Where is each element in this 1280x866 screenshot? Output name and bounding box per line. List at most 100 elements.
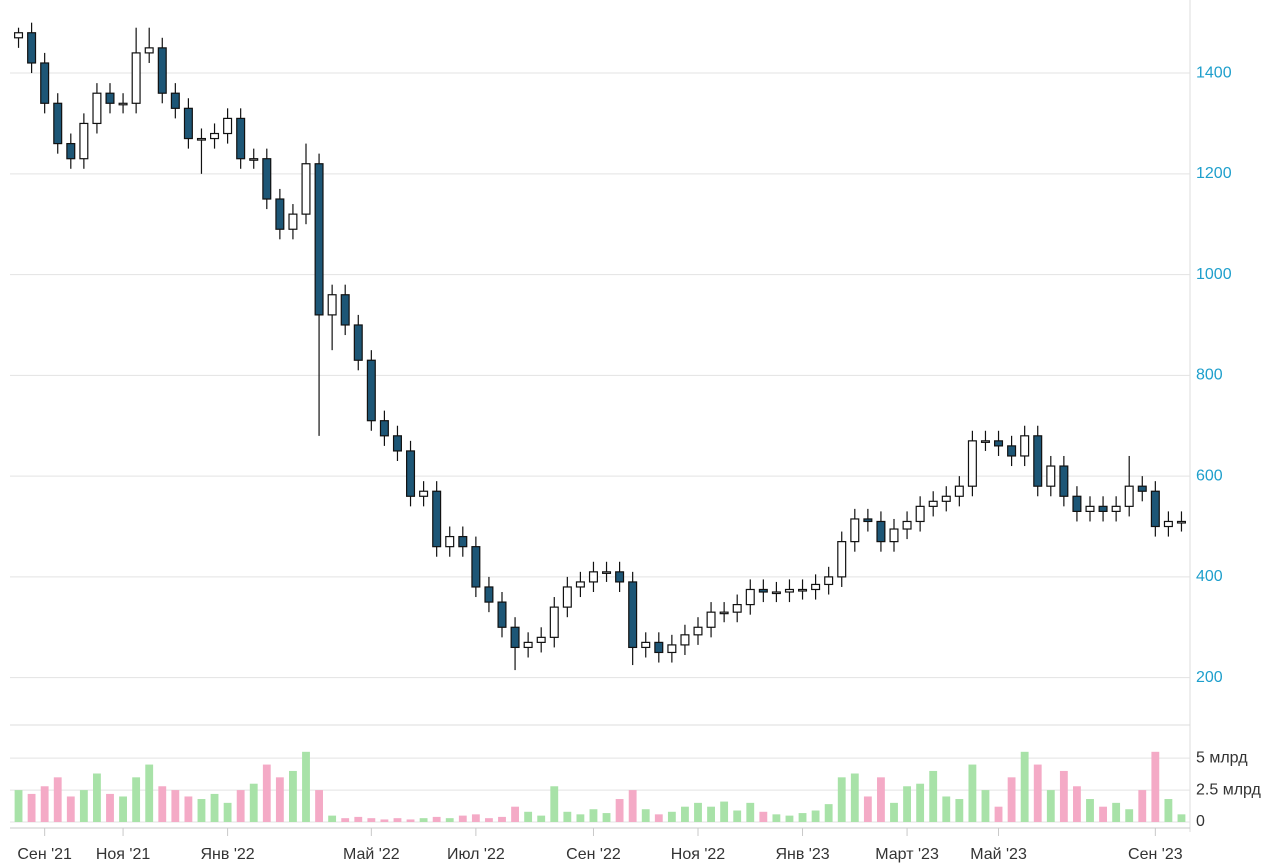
- candle-body: [14, 32, 24, 39]
- volume-bar: [589, 809, 598, 822]
- candle-body: [876, 520, 886, 543]
- candle-body: [105, 92, 115, 104]
- volume-bar: [1073, 786, 1081, 822]
- candle-body: [758, 588, 768, 593]
- volume-bar: [1007, 777, 1016, 822]
- volume-bar: [824, 804, 833, 822]
- volume-bar: [445, 818, 454, 822]
- volume-bar: [236, 790, 245, 822]
- x-tick-label: Ноя '21: [96, 846, 151, 863]
- candle-body: [719, 611, 729, 615]
- candle-body: [288, 213, 298, 230]
- volume-bar: [681, 806, 689, 822]
- candle-body: [824, 576, 834, 586]
- x-tick-label: Янв '22: [201, 846, 255, 863]
- candle-body: [523, 641, 533, 649]
- candle-body: [549, 606, 559, 638]
- candle-body: [562, 586, 572, 608]
- candle-body: [1072, 495, 1082, 512]
- volume-bar: [1046, 790, 1055, 822]
- volume-bar: [537, 815, 546, 822]
- candle-body: [1150, 490, 1160, 528]
- candle-body: [641, 641, 651, 649]
- volume-bar: [641, 809, 650, 822]
- candle-body: [262, 158, 272, 200]
- volume-bar: [406, 819, 415, 822]
- candle-body: [157, 47, 167, 94]
- volume-bar: [785, 815, 794, 822]
- volume-bar: [1112, 802, 1121, 822]
- volume-bar: [916, 783, 925, 822]
- volume-bar: [66, 796, 75, 822]
- volume-bar: [302, 751, 310, 822]
- volume-bar: [903, 786, 911, 822]
- volume-bar: [733, 810, 742, 822]
- candle-body: [249, 158, 259, 161]
- volume-bar: [158, 786, 167, 822]
- volume-bar: [877, 777, 885, 822]
- volume-bar: [262, 764, 271, 822]
- candle-body: [419, 490, 429, 497]
- volume-bar: [707, 806, 715, 822]
- y-tick-label: 600: [1196, 467, 1223, 484]
- volume-bar: [106, 793, 114, 822]
- volume-tick-label: 0: [1196, 813, 1205, 830]
- candle-body: [210, 132, 220, 140]
- volume-bar: [746, 802, 755, 822]
- candle-body: [392, 435, 402, 452]
- y-tick-label: 1000: [1196, 266, 1232, 283]
- candle-body: [967, 440, 977, 487]
- candle-body: [118, 102, 128, 106]
- volume-bar: [759, 811, 768, 822]
- candle-body: [654, 641, 664, 654]
- x-tick-label: Ноя '22: [671, 846, 726, 863]
- volume-bar: [275, 777, 284, 822]
- volume-bar: [419, 818, 428, 822]
- volume-bar: [524, 811, 533, 822]
- candle-body: [432, 490, 442, 548]
- volume-bar: [93, 773, 101, 822]
- volume-bar: [1059, 770, 1068, 822]
- candle-body: [79, 122, 89, 160]
- x-tick-label: Июл '22: [447, 846, 505, 863]
- candle-body: [92, 92, 102, 125]
- volume-bar: [354, 816, 363, 822]
- volume-bar: [432, 816, 441, 822]
- volume-bar: [576, 814, 585, 822]
- volume-bar: [367, 818, 376, 822]
- volume-bar: [289, 770, 297, 822]
- candle-body: [144, 47, 154, 54]
- candle-body: [628, 581, 638, 649]
- candle-body: [732, 603, 742, 613]
- candle-body: [484, 586, 494, 603]
- volume-bar: [550, 786, 559, 822]
- candle-body: [863, 518, 873, 523]
- candle-body: [340, 294, 350, 326]
- volume-bar: [485, 818, 493, 822]
- candle-body: [327, 294, 337, 316]
- x-tick-label: Сен '23: [1128, 846, 1183, 863]
- candle-body: [301, 163, 311, 215]
- volume-bar: [511, 806, 519, 822]
- candle-body: [406, 450, 416, 497]
- candle-body: [811, 583, 821, 591]
- x-tick-label: Сен '22: [566, 846, 621, 863]
- volume-bar: [119, 796, 127, 822]
- volume-bar: [667, 811, 676, 822]
- candle-body: [889, 528, 899, 543]
- x-tick-label: Янв '23: [775, 846, 829, 863]
- volume-bar: [1125, 809, 1134, 822]
- candle-body: [745, 588, 755, 606]
- candle-body: [183, 107, 193, 140]
- volume-bar: [210, 793, 219, 822]
- volume-bar: [171, 790, 180, 822]
- candle-body: [458, 535, 468, 548]
- volume-bar: [79, 790, 88, 822]
- y-tick-label: 1200: [1196, 165, 1232, 182]
- y-tick-label: 400: [1196, 568, 1223, 585]
- candle-body: [27, 32, 37, 64]
- candle-body: [314, 163, 324, 316]
- x-tick-label: Май '22: [343, 846, 400, 863]
- candle-body: [902, 520, 912, 530]
